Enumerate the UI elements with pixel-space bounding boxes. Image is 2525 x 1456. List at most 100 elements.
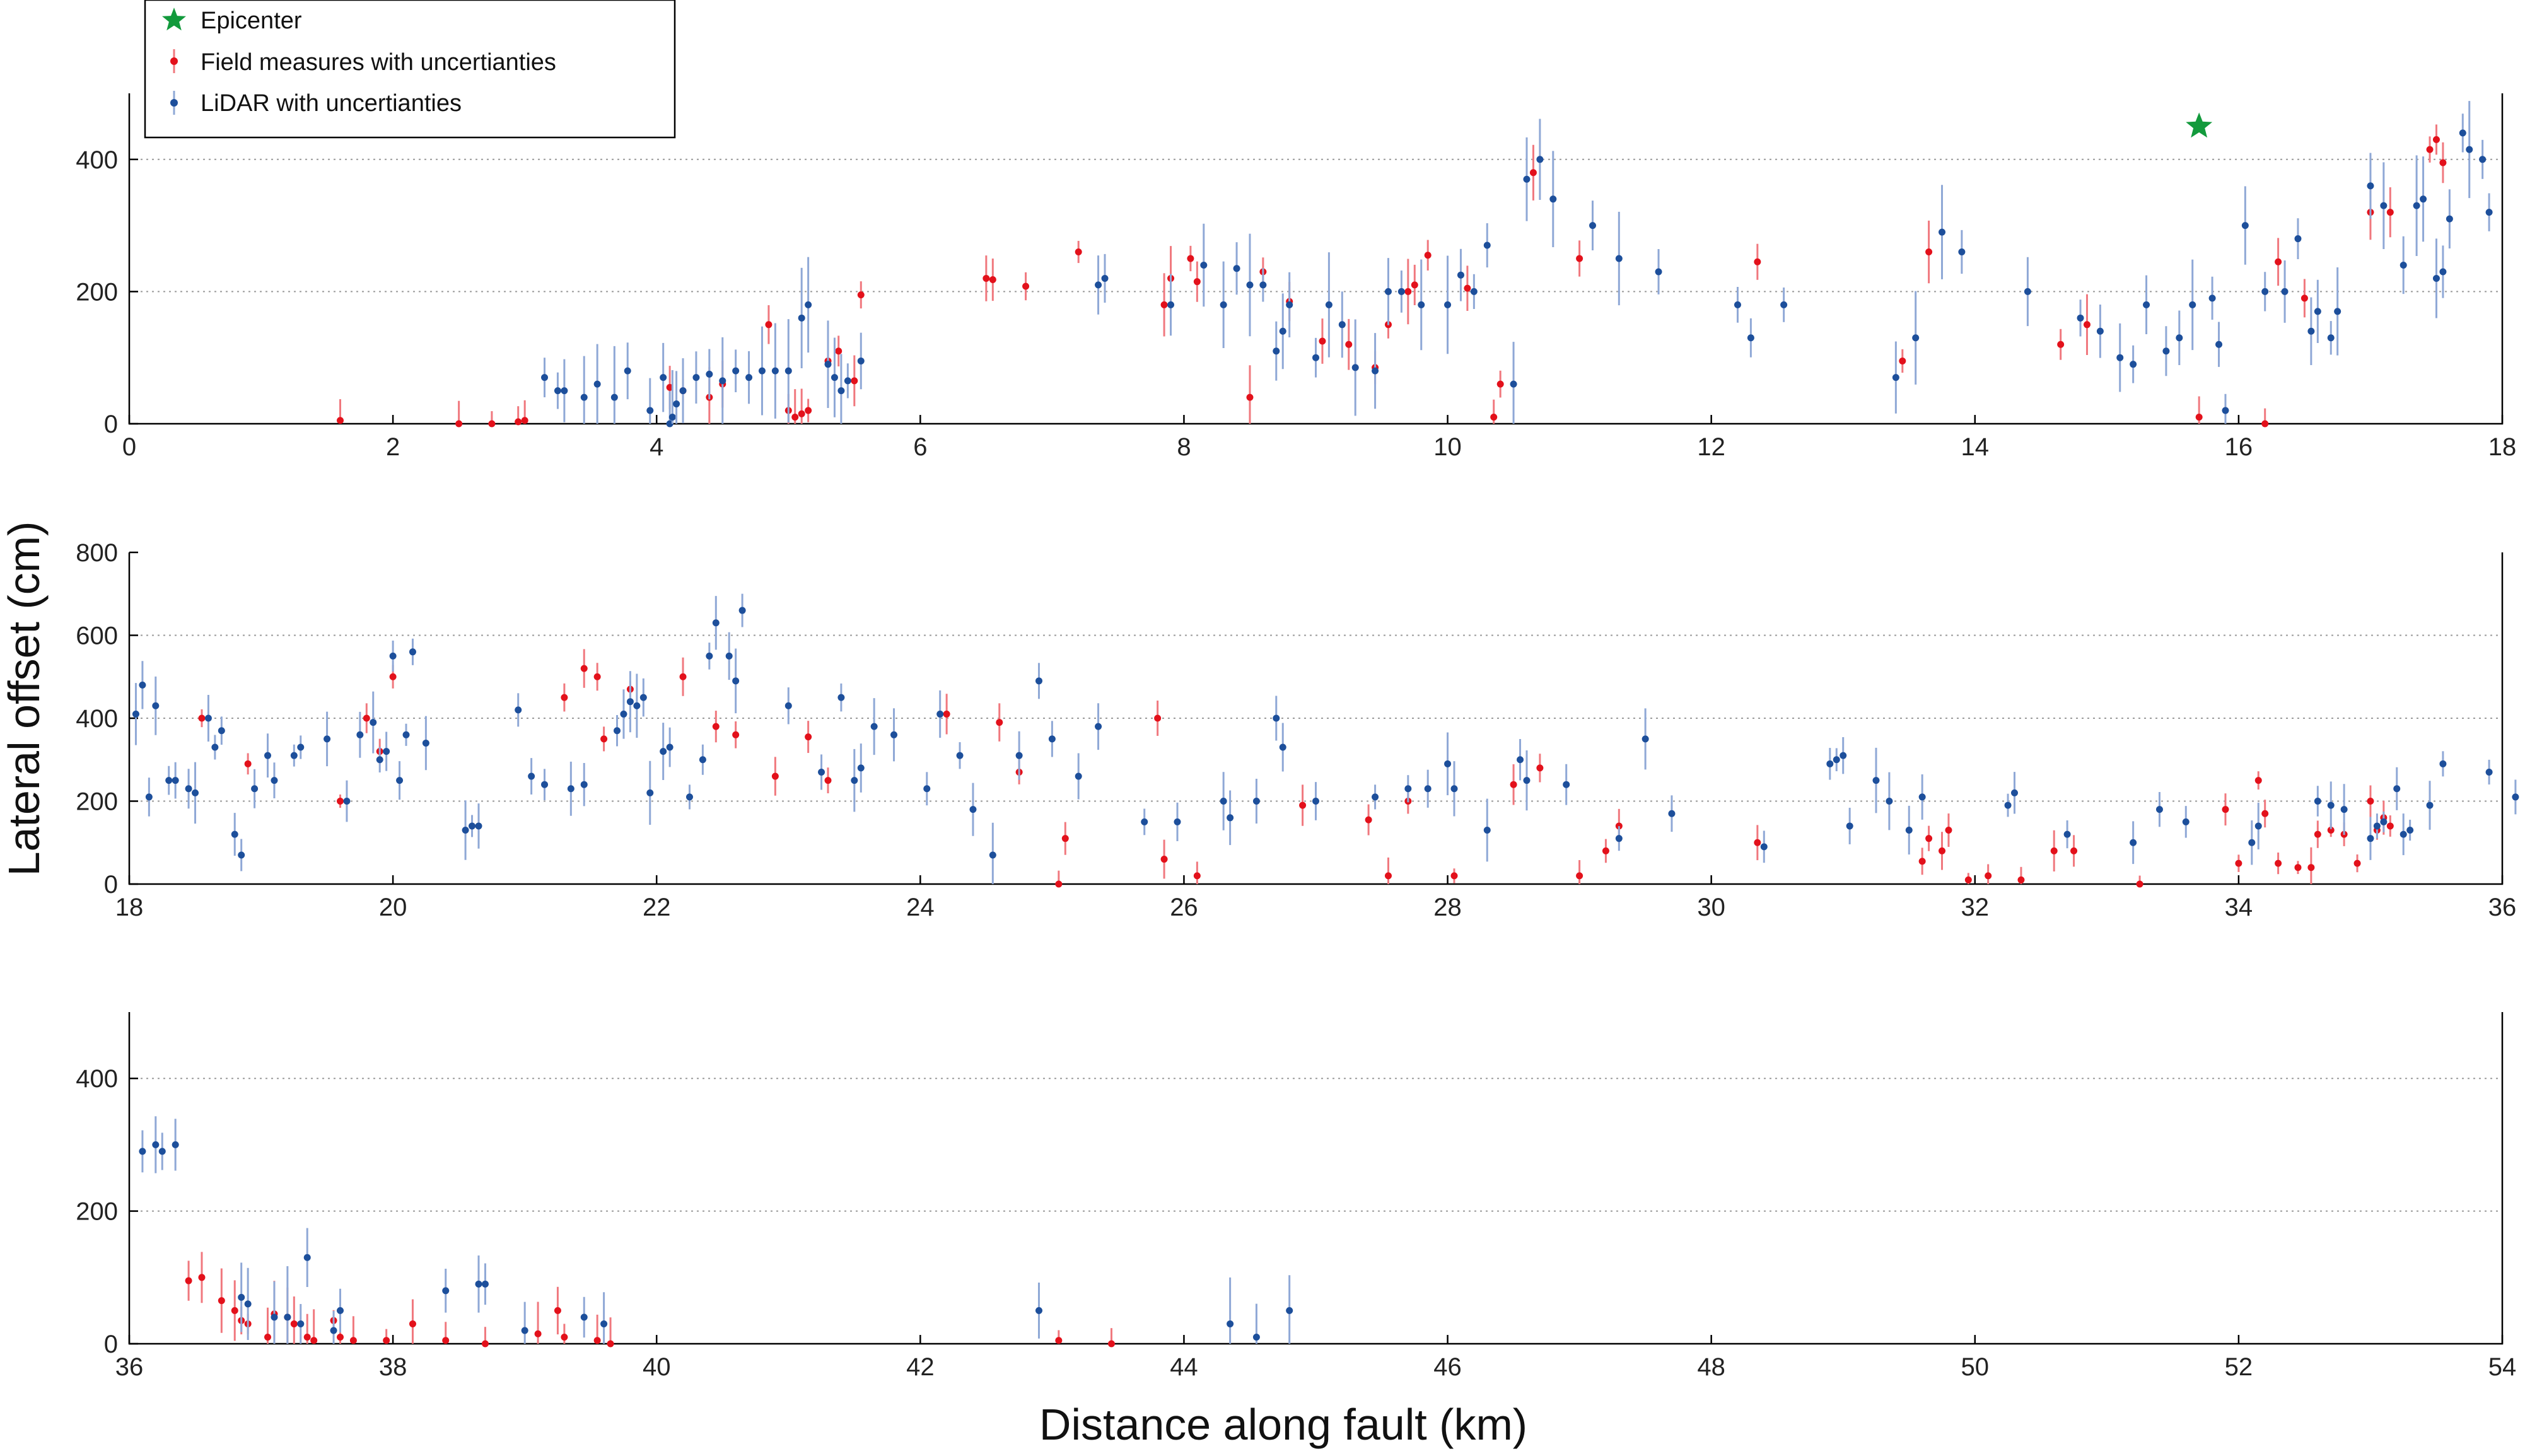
lidar-point xyxy=(639,694,647,701)
lidar-point xyxy=(158,1148,166,1155)
field-point xyxy=(1384,872,1392,880)
y-tick-label: 0 xyxy=(104,411,118,438)
axes-frame xyxy=(128,1012,2504,1345)
field-point xyxy=(1299,801,1307,809)
lidar-point xyxy=(2004,801,2012,809)
lidar-point xyxy=(2439,760,2447,767)
lidar-point xyxy=(1397,288,1405,295)
lidar-point xyxy=(725,652,733,660)
field-point xyxy=(218,1297,225,1305)
lidar-point xyxy=(192,789,199,796)
field-point xyxy=(349,1337,357,1344)
field-point xyxy=(593,1337,601,1344)
field-point xyxy=(1450,872,1458,880)
field-point xyxy=(1939,847,1946,854)
field-point xyxy=(2254,777,2262,784)
lidar-point xyxy=(610,393,618,401)
lidar-point xyxy=(1325,301,1332,308)
lidar-point xyxy=(132,710,139,718)
x-tick-label: 12 xyxy=(1697,433,1725,461)
field-point xyxy=(244,760,252,767)
lidar-point xyxy=(738,607,746,614)
lidar-point xyxy=(1220,798,1227,805)
legend-field-dot xyxy=(170,57,178,65)
field-point xyxy=(2195,414,2203,421)
lidar-point xyxy=(870,723,878,730)
lidar-point xyxy=(1220,301,1227,308)
x-tick-label: 26 xyxy=(1170,894,1198,921)
field-point xyxy=(1964,876,1972,883)
x-tick-label: 42 xyxy=(906,1353,935,1381)
lidar-point xyxy=(1734,301,1741,308)
lidar-point xyxy=(2413,202,2420,209)
x-tick-label: 8 xyxy=(1177,433,1191,461)
field-point xyxy=(455,420,463,428)
lidar-point xyxy=(1444,301,1452,308)
lidar-point xyxy=(1286,301,1293,308)
field-point xyxy=(389,673,397,680)
field-point xyxy=(515,418,522,426)
lidar-point xyxy=(1273,347,1280,355)
field-point xyxy=(1536,764,1544,772)
field-point xyxy=(771,772,779,780)
lidar-point xyxy=(890,731,898,738)
field-point xyxy=(2426,146,2434,153)
lidar-point xyxy=(1846,822,1853,830)
lidar-point xyxy=(2334,308,2341,315)
lidar-point xyxy=(580,1313,588,1321)
field-point xyxy=(1945,827,1952,834)
lidar-point xyxy=(1912,334,1920,342)
lidar-point xyxy=(2373,822,2381,830)
lidar-point xyxy=(1523,175,1531,183)
field-point xyxy=(1925,835,1933,842)
lidar-point xyxy=(1048,735,1056,743)
x-tick-label: 16 xyxy=(2225,433,2253,461)
lidar-point xyxy=(271,1313,278,1321)
lidar-point xyxy=(969,806,977,813)
field-point xyxy=(198,714,206,722)
field-point xyxy=(1160,301,1168,308)
lidar-point xyxy=(614,727,621,735)
field-point xyxy=(1464,284,1471,292)
field-point xyxy=(2275,859,2282,867)
lidar-point xyxy=(1035,1307,1042,1314)
lidar-point xyxy=(2307,327,2315,335)
lidar-point xyxy=(303,1254,311,1261)
legend-epicenter-star xyxy=(162,8,186,31)
field-point xyxy=(1510,781,1517,788)
x-tick-label: 28 xyxy=(1433,894,1462,921)
lidar-point xyxy=(251,785,259,793)
lidar-point xyxy=(1780,301,1788,308)
lidar-point xyxy=(1939,228,1946,236)
lidar-point xyxy=(758,367,766,375)
lidar-point xyxy=(732,367,740,375)
field-point xyxy=(857,291,865,299)
field-point xyxy=(765,321,773,329)
lidar-point xyxy=(1510,380,1517,388)
lidar-point xyxy=(204,714,212,722)
lidar-point xyxy=(1450,785,1458,793)
field-point xyxy=(1107,1340,1115,1348)
lidar-point xyxy=(2485,209,2493,216)
lidar-point xyxy=(521,1327,528,1334)
field-point xyxy=(798,410,805,417)
lidar-point xyxy=(1095,723,1102,730)
y-tick-label: 400 xyxy=(76,1065,118,1093)
x-tick-label: 46 xyxy=(1433,1353,1462,1381)
lidar-point xyxy=(2432,274,2440,282)
lidar-point xyxy=(2281,288,2289,295)
field-point xyxy=(290,1320,298,1327)
lidar-point xyxy=(2479,156,2487,163)
field-point xyxy=(2307,864,2315,871)
field-point xyxy=(2235,859,2242,867)
lidar-point xyxy=(356,731,364,738)
lidar-point xyxy=(1351,364,1359,371)
lidar-point xyxy=(409,648,416,656)
lidar-point xyxy=(2162,347,2170,355)
lidar-point xyxy=(1833,756,1840,764)
x-tick-label: 48 xyxy=(1697,1353,1725,1381)
field-point xyxy=(1602,847,1609,854)
lidar-point xyxy=(771,367,779,375)
lidar-point xyxy=(1384,288,1392,295)
